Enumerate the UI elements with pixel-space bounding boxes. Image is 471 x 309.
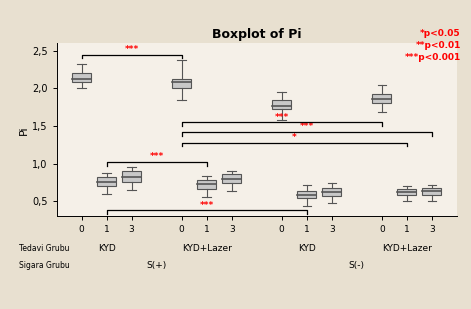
Bar: [172, 78, 191, 88]
Bar: [222, 174, 241, 183]
Text: KYD+Lazer: KYD+Lazer: [182, 244, 232, 253]
Text: Sigara Grubu: Sigara Grubu: [19, 261, 70, 270]
Text: ***: ***: [149, 152, 164, 161]
Bar: [122, 171, 141, 182]
Text: KYD+Lazer: KYD+Lazer: [382, 244, 432, 253]
Text: ***: ***: [300, 122, 314, 131]
Bar: [197, 180, 216, 189]
Text: *p<0.05
**p<0.01
***p<0.001: *p<0.05 **p<0.01 ***p<0.001: [405, 29, 461, 62]
Text: ***: ***: [275, 112, 289, 121]
Text: KYD: KYD: [298, 244, 316, 253]
Bar: [398, 189, 416, 195]
Bar: [72, 73, 91, 83]
Text: S(+): S(+): [146, 261, 167, 270]
Bar: [422, 188, 441, 195]
Text: *: *: [292, 133, 297, 142]
Y-axis label: Pi: Pi: [19, 125, 29, 135]
Bar: [322, 188, 341, 196]
Text: Tedavi Grubu: Tedavi Grubu: [19, 244, 70, 253]
Bar: [373, 95, 391, 104]
Text: S(-): S(-): [349, 261, 365, 270]
Text: ***: ***: [200, 201, 214, 210]
Bar: [272, 100, 291, 109]
Bar: [97, 177, 116, 186]
Bar: [297, 191, 316, 198]
Text: ***: ***: [124, 45, 139, 54]
Text: KYD: KYD: [97, 244, 115, 253]
Title: Boxplot of Pi: Boxplot of Pi: [212, 28, 301, 41]
